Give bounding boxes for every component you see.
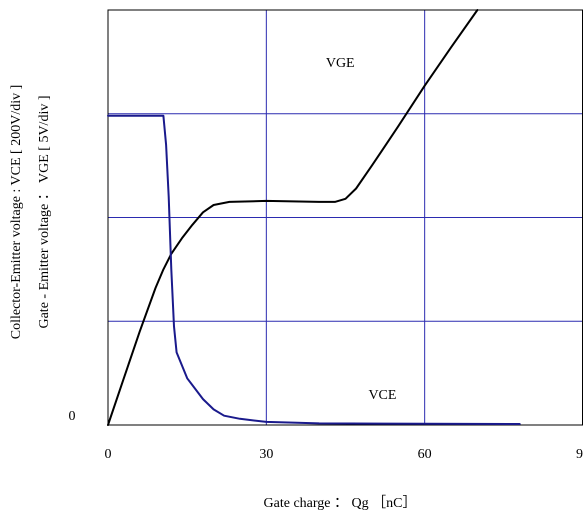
y-tick-label: 0 xyxy=(69,409,76,424)
series-line-vce xyxy=(107,114,521,425)
series-line-vge xyxy=(107,9,479,426)
x-tick-label: 0 xyxy=(105,447,112,462)
x-axis-label: Gate charge ： Qg ［nC］ xyxy=(264,495,417,511)
tick-layer: 0 30 60 90 0 xyxy=(69,409,583,462)
y-axis-label-secondary: Gate - Emitter voltage ： VGE [ 5V/div ] xyxy=(37,95,52,328)
series-annotation-vge: VGE xyxy=(326,56,355,71)
y-axis-label-primary: Collector-Emitter voltage : VCE [ 200V/d… xyxy=(9,85,24,340)
annotation-layer: VGE VCE xyxy=(326,56,397,403)
x-tick-label: 90 xyxy=(576,447,583,462)
x-tick-label: 60 xyxy=(418,447,432,462)
grid-layer xyxy=(108,10,583,425)
series-annotation-vce: VCE xyxy=(368,388,396,403)
series-layer xyxy=(107,9,521,426)
x-tick-label: 30 xyxy=(259,447,273,462)
